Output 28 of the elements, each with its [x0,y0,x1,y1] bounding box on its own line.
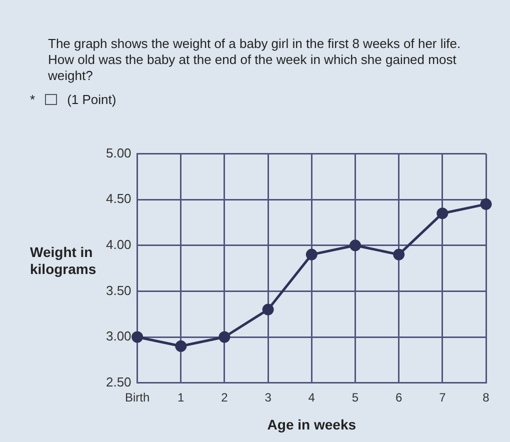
y-axis-title: Weight in kilograms [30,244,98,278]
point [175,340,187,352]
chart-title: The graph shows the weight of a baby girl in the first 8 weeks of her life. How old was the baby at the end of the week in which she gained most weight? [48,36,462,84]
x-tick-label: 6 [395,390,402,404]
point [218,331,230,343]
y-tick-label: 3.00 [106,328,132,344]
y-tick-label: 2.50 [106,374,132,390]
y-tick-label: 5.00 [106,145,132,160]
point [436,208,448,220]
x-tick-label: 4 [308,390,316,404]
text: * (1 Point) [30,92,116,107]
point [306,248,318,260]
point [132,331,144,343]
x-tick-label: 8 [482,390,490,404]
x-axis-title: Age in weeks [267,416,356,432]
x-tick-label: 5 [352,390,359,404]
x-tick-label: 3 [264,390,272,404]
x-tick-label: 7 [439,390,446,404]
x-tick-label: 1 [178,390,185,404]
x-tick-label: Birth [124,390,150,404]
y-tick-label: 4.00 [106,236,132,252]
point [262,304,274,316]
y-tick-label: 3.50 [106,282,132,298]
point [393,248,405,260]
point [480,198,492,210]
y-tick-label: 4.50 [106,191,132,206]
x-tick-label: 2 [221,390,228,404]
point [349,240,361,252]
